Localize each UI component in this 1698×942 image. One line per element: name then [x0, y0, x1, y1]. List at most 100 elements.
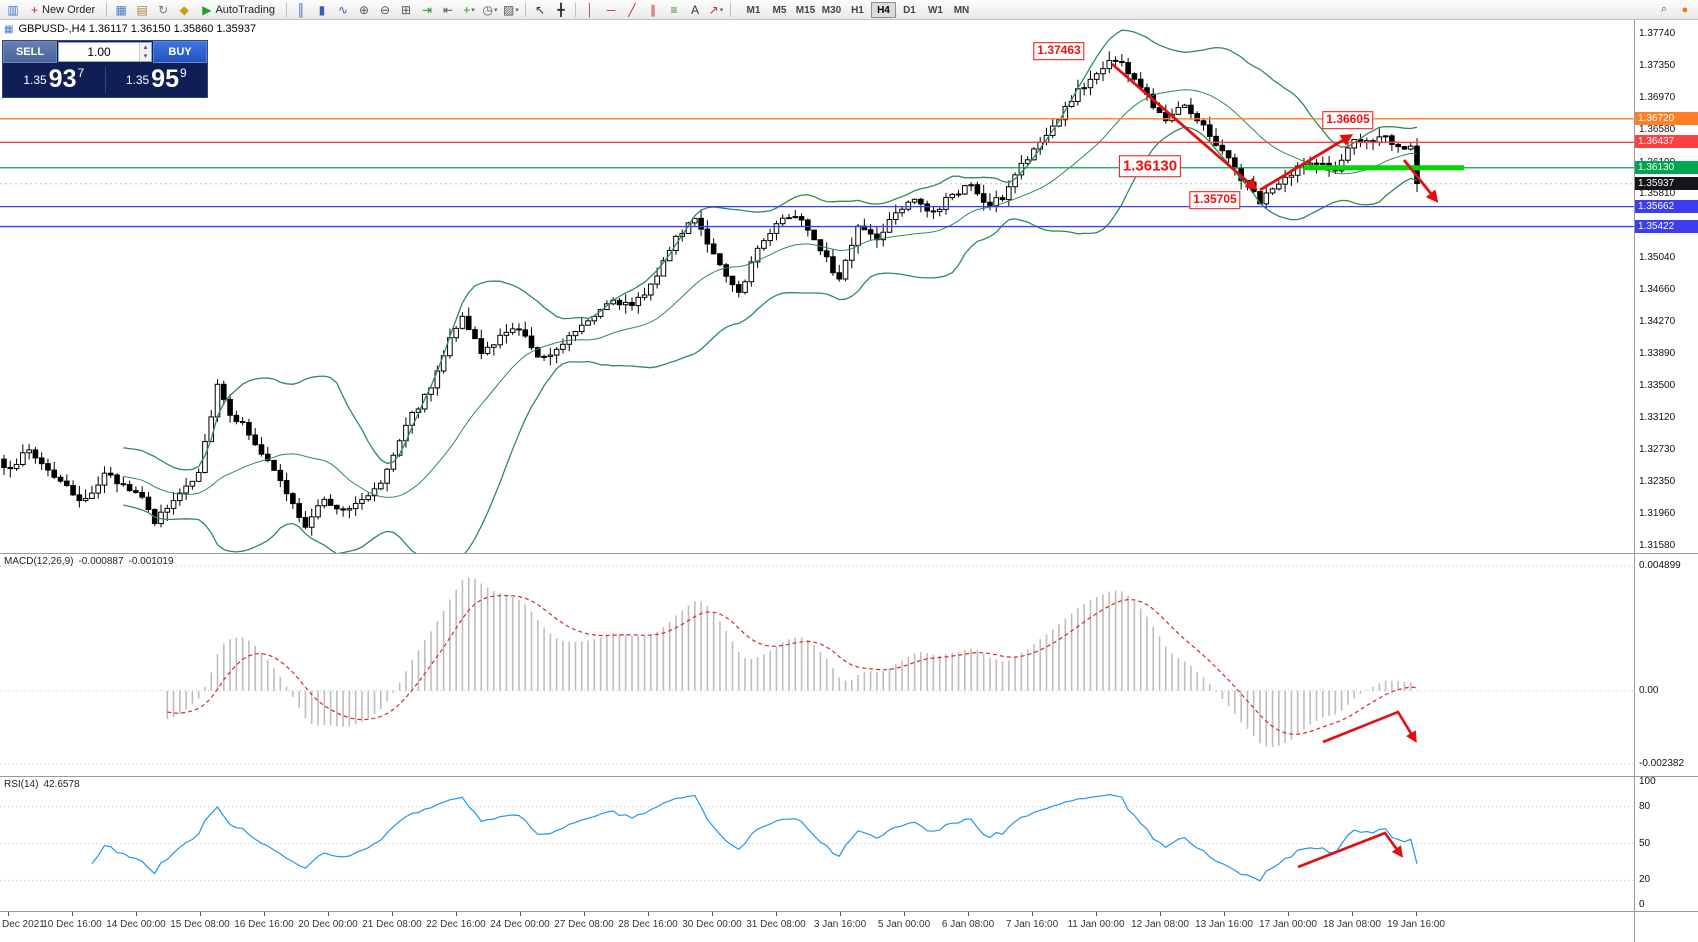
periods-icon-dropdown[interactable]: ▾ — [493, 6, 498, 14]
notifications-icon[interactable]: ● — [1681, 3, 1689, 16]
volume-input[interactable]: 1.00 ▴ ▾ — [58, 42, 152, 62]
macd-chart[interactable] — [0, 554, 1634, 776]
zoom-in-icon[interactable]: ⊕ — [358, 2, 369, 17]
price-divider — [104, 67, 106, 93]
crosshair-icon[interactable]: ╋ — [557, 2, 565, 17]
rsi-label: RSI(14) 42.6578 — [4, 779, 80, 790]
time-label: 6 Jan 08:00 — [941, 919, 995, 930]
panel-separator[interactable] — [0, 911, 1698, 912]
timeframe-button-w1[interactable]: W1 — [927, 4, 943, 16]
channel-icon[interactable]: ∥ — [649, 2, 656, 17]
timeframe-button-m30[interactable]: M30 — [821, 4, 842, 16]
candlestick-chart[interactable] — [0, 20, 1634, 553]
tile-windows-icon[interactable]: ⊞ — [400, 2, 411, 17]
time-tick — [520, 912, 521, 916]
candlestick-chart-icon[interactable]: ▮ — [318, 2, 326, 17]
time-tick — [1160, 912, 1161, 916]
main-chart-panel[interactable]: ▦ GBPUSD-,H4 1.36117 1.36150 1.35860 1.3… — [0, 20, 1634, 553]
time-label: 31 Dec 08:00 — [746, 919, 806, 930]
time-tick — [584, 912, 585, 916]
buy-button[interactable]: BUY — [153, 41, 207, 63]
time-tick — [648, 912, 649, 916]
rsi-tick: 0 — [1639, 899, 1645, 910]
charts-grid-icon[interactable]: ▦ — [115, 2, 127, 17]
autotrading-button[interactable]: ▶ AutoTrading — [202, 2, 275, 17]
time-tick — [264, 912, 265, 916]
rsi-tick: 20 — [1639, 874, 1651, 886]
indicators-icon-dropdown[interactable]: ▾ — [471, 6, 475, 14]
templates-icon[interactable]: ▨ ▾ — [503, 2, 519, 17]
timeframe-button-m15[interactable]: M15 — [795, 4, 816, 16]
time-label: 24 Dec 00:00 — [490, 919, 550, 930]
chart-shift-icon[interactable]: ⇤ — [442, 2, 453, 17]
time-label: Dec 2021 — [2, 919, 45, 930]
price-tick: 1.33890 — [1639, 347, 1676, 359]
time-tick — [1288, 912, 1289, 916]
rsi-chart[interactable] — [0, 777, 1634, 911]
time-tick — [392, 912, 393, 916]
horizontal-line-icon[interactable]: ─ — [606, 2, 616, 17]
arrows-tool-icon[interactable]: ↗ ▾ — [708, 2, 724, 17]
timeframe-button-d1[interactable]: D1 — [903, 4, 916, 16]
time-label: 5 Jan 00:00 — [877, 919, 931, 930]
time-tick — [72, 912, 73, 916]
periods-icon[interactable]: ◷ ▾ — [482, 2, 498, 17]
price-axis[interactable]: 1.377401.373501.369701.365801.361901.358… — [1635, 20, 1698, 942]
auto-scroll-icon[interactable]: ⇥ — [421, 2, 432, 17]
vertical-line-icon[interactable]: │ — [586, 2, 594, 17]
line-chart-icon[interactable]: ∿ — [337, 2, 348, 17]
time-label: 18 Jan 08:00 — [1323, 919, 1381, 930]
macd-tick: 0.004899 — [1639, 560, 1681, 571]
time-label: 13 Jan 16:00 — [1195, 919, 1253, 930]
arrows-tool-icon-dropdown[interactable]: ▾ — [719, 6, 724, 14]
zoom-out-icon[interactable]: ⊖ — [379, 2, 390, 17]
ask-price: 1.35 95 9 — [125, 65, 187, 93]
templates-icon-dropdown[interactable]: ▾ — [515, 6, 519, 14]
price-tick: 1.31960 — [1639, 507, 1676, 519]
fibonacci-icon[interactable]: ≡ — [670, 2, 678, 17]
trendline-icon[interactable]: ╱ — [628, 2, 636, 17]
rsi-tick: 100 — [1639, 776, 1656, 787]
sell-button[interactable]: SELL — [3, 41, 57, 63]
panel-separator[interactable] — [0, 776, 1698, 777]
time-label: 28 Dec 16:00 — [618, 919, 678, 930]
new-order-button[interactable]: + New Order — [31, 2, 96, 17]
time-axis[interactable]: Dec 2021 10 Dec 16:00 14 Dec 00:00 15 Dec 0… — [0, 912, 1634, 942]
timeframe-button-m1[interactable]: M1 — [746, 4, 761, 16]
volume-increase-button[interactable]: ▴ — [140, 43, 151, 52]
timeframe-toolbar: M1 M5 M15 M30 H1 H4 D1 W1 MN — [741, 1, 974, 18]
rsi-panel[interactable]: RSI(14) 42.6578 — [0, 777, 1634, 911]
timeframe-button-h4[interactable]: H4 — [870, 1, 896, 18]
price-tick: 1.36580 — [1639, 124, 1676, 136]
timeframe-button-mn[interactable]: MN — [953, 4, 970, 16]
search-icon[interactable]: ⌕ — [1660, 3, 1668, 15]
time-label: 11 Jan 00:00 — [1067, 919, 1125, 930]
chart-title: ▦ GBPUSD-,H4 1.36117 1.36150 1.35860 1.3… — [4, 23, 256, 35]
rsi-tick: 50 — [1639, 837, 1651, 849]
app-chart-icon[interactable]: ▥ — [7, 2, 19, 17]
time-tick — [456, 912, 457, 916]
macd-name: MACD(12,26,9) — [4, 556, 74, 567]
price-tick: 1.37350 — [1639, 60, 1676, 72]
cursor-icon[interactable]: ↖ — [534, 2, 545, 17]
price-tick: 1.35810 — [1639, 188, 1676, 200]
time-tick — [1096, 912, 1097, 916]
time-label: 30 Dec 00:00 — [682, 919, 742, 930]
text-icon[interactable]: A — [690, 2, 699, 17]
time-tick — [968, 912, 969, 916]
metaeditor-icon[interactable]: ◆ — [179, 2, 189, 17]
time-tick — [1032, 912, 1033, 916]
panel-separator[interactable] — [0, 553, 1698, 554]
bid-price-tag: 1.35937 — [1635, 176, 1698, 190]
timeframe-button-m5[interactable]: M5 — [772, 4, 787, 16]
bar-chart-icon[interactable]: ║ — [296, 2, 306, 17]
profiles-icon[interactable]: ▤ — [136, 2, 148, 17]
indicators-icon[interactable]: + ▾ — [463, 2, 475, 17]
macd-value: -0.000887 — [78, 556, 124, 567]
time-label: 21 Dec 08:00 — [362, 919, 422, 930]
volume-decrease-button[interactable]: ▾ — [140, 52, 151, 61]
time-tick — [8, 912, 9, 916]
timeframe-button-h1[interactable]: H1 — [851, 4, 864, 16]
refresh-icon[interactable]: ↻ — [158, 2, 169, 17]
macd-panel[interactable]: MACD(12,26,9) -0.000887 -0.001019 — [0, 554, 1634, 776]
